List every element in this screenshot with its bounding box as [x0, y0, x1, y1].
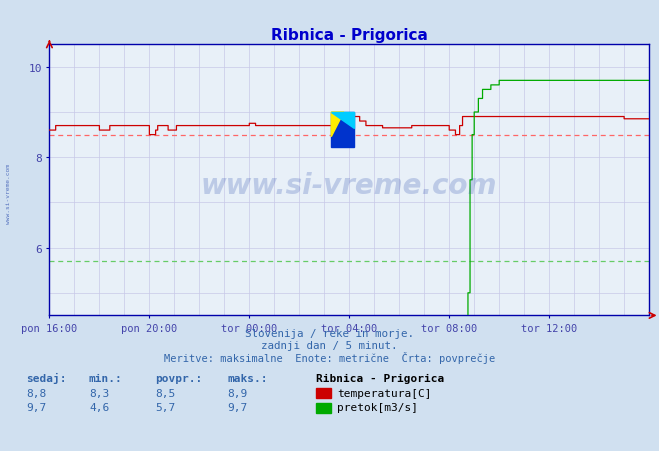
Text: 9,7: 9,7: [26, 402, 47, 412]
Text: sedaj:: sedaj:: [26, 372, 67, 383]
Text: Ribnica - Prigorica: Ribnica - Prigorica: [316, 373, 445, 383]
Text: 9,7: 9,7: [227, 402, 248, 412]
Text: Meritve: maksimalne  Enote: metrične  Črta: povprečje: Meritve: maksimalne Enote: metrične Črta…: [164, 351, 495, 363]
Title: Ribnica - Prigorica: Ribnica - Prigorica: [271, 28, 428, 42]
Text: min.:: min.:: [89, 373, 123, 383]
Polygon shape: [331, 113, 354, 129]
Text: 8,9: 8,9: [227, 388, 248, 398]
Text: pretok[m3/s]: pretok[m3/s]: [337, 402, 418, 412]
Text: 8,5: 8,5: [155, 388, 175, 398]
Text: www.si-vreme.com: www.si-vreme.com: [6, 164, 11, 224]
Text: temperatura[C]: temperatura[C]: [337, 388, 432, 398]
Text: povpr.:: povpr.:: [155, 373, 202, 383]
Text: 4,6: 4,6: [89, 402, 109, 412]
Polygon shape: [331, 113, 344, 138]
Text: 8,3: 8,3: [89, 388, 109, 398]
Bar: [331, 113, 354, 148]
Text: 5,7: 5,7: [155, 402, 175, 412]
Text: zadnji dan / 5 minut.: zadnji dan / 5 minut.: [261, 340, 398, 350]
Text: maks.:: maks.:: [227, 373, 268, 383]
Text: Slovenija / reke in morje.: Slovenija / reke in morje.: [245, 328, 414, 338]
Text: www.si-vreme.com: www.si-vreme.com: [201, 172, 498, 200]
Text: 8,8: 8,8: [26, 388, 47, 398]
